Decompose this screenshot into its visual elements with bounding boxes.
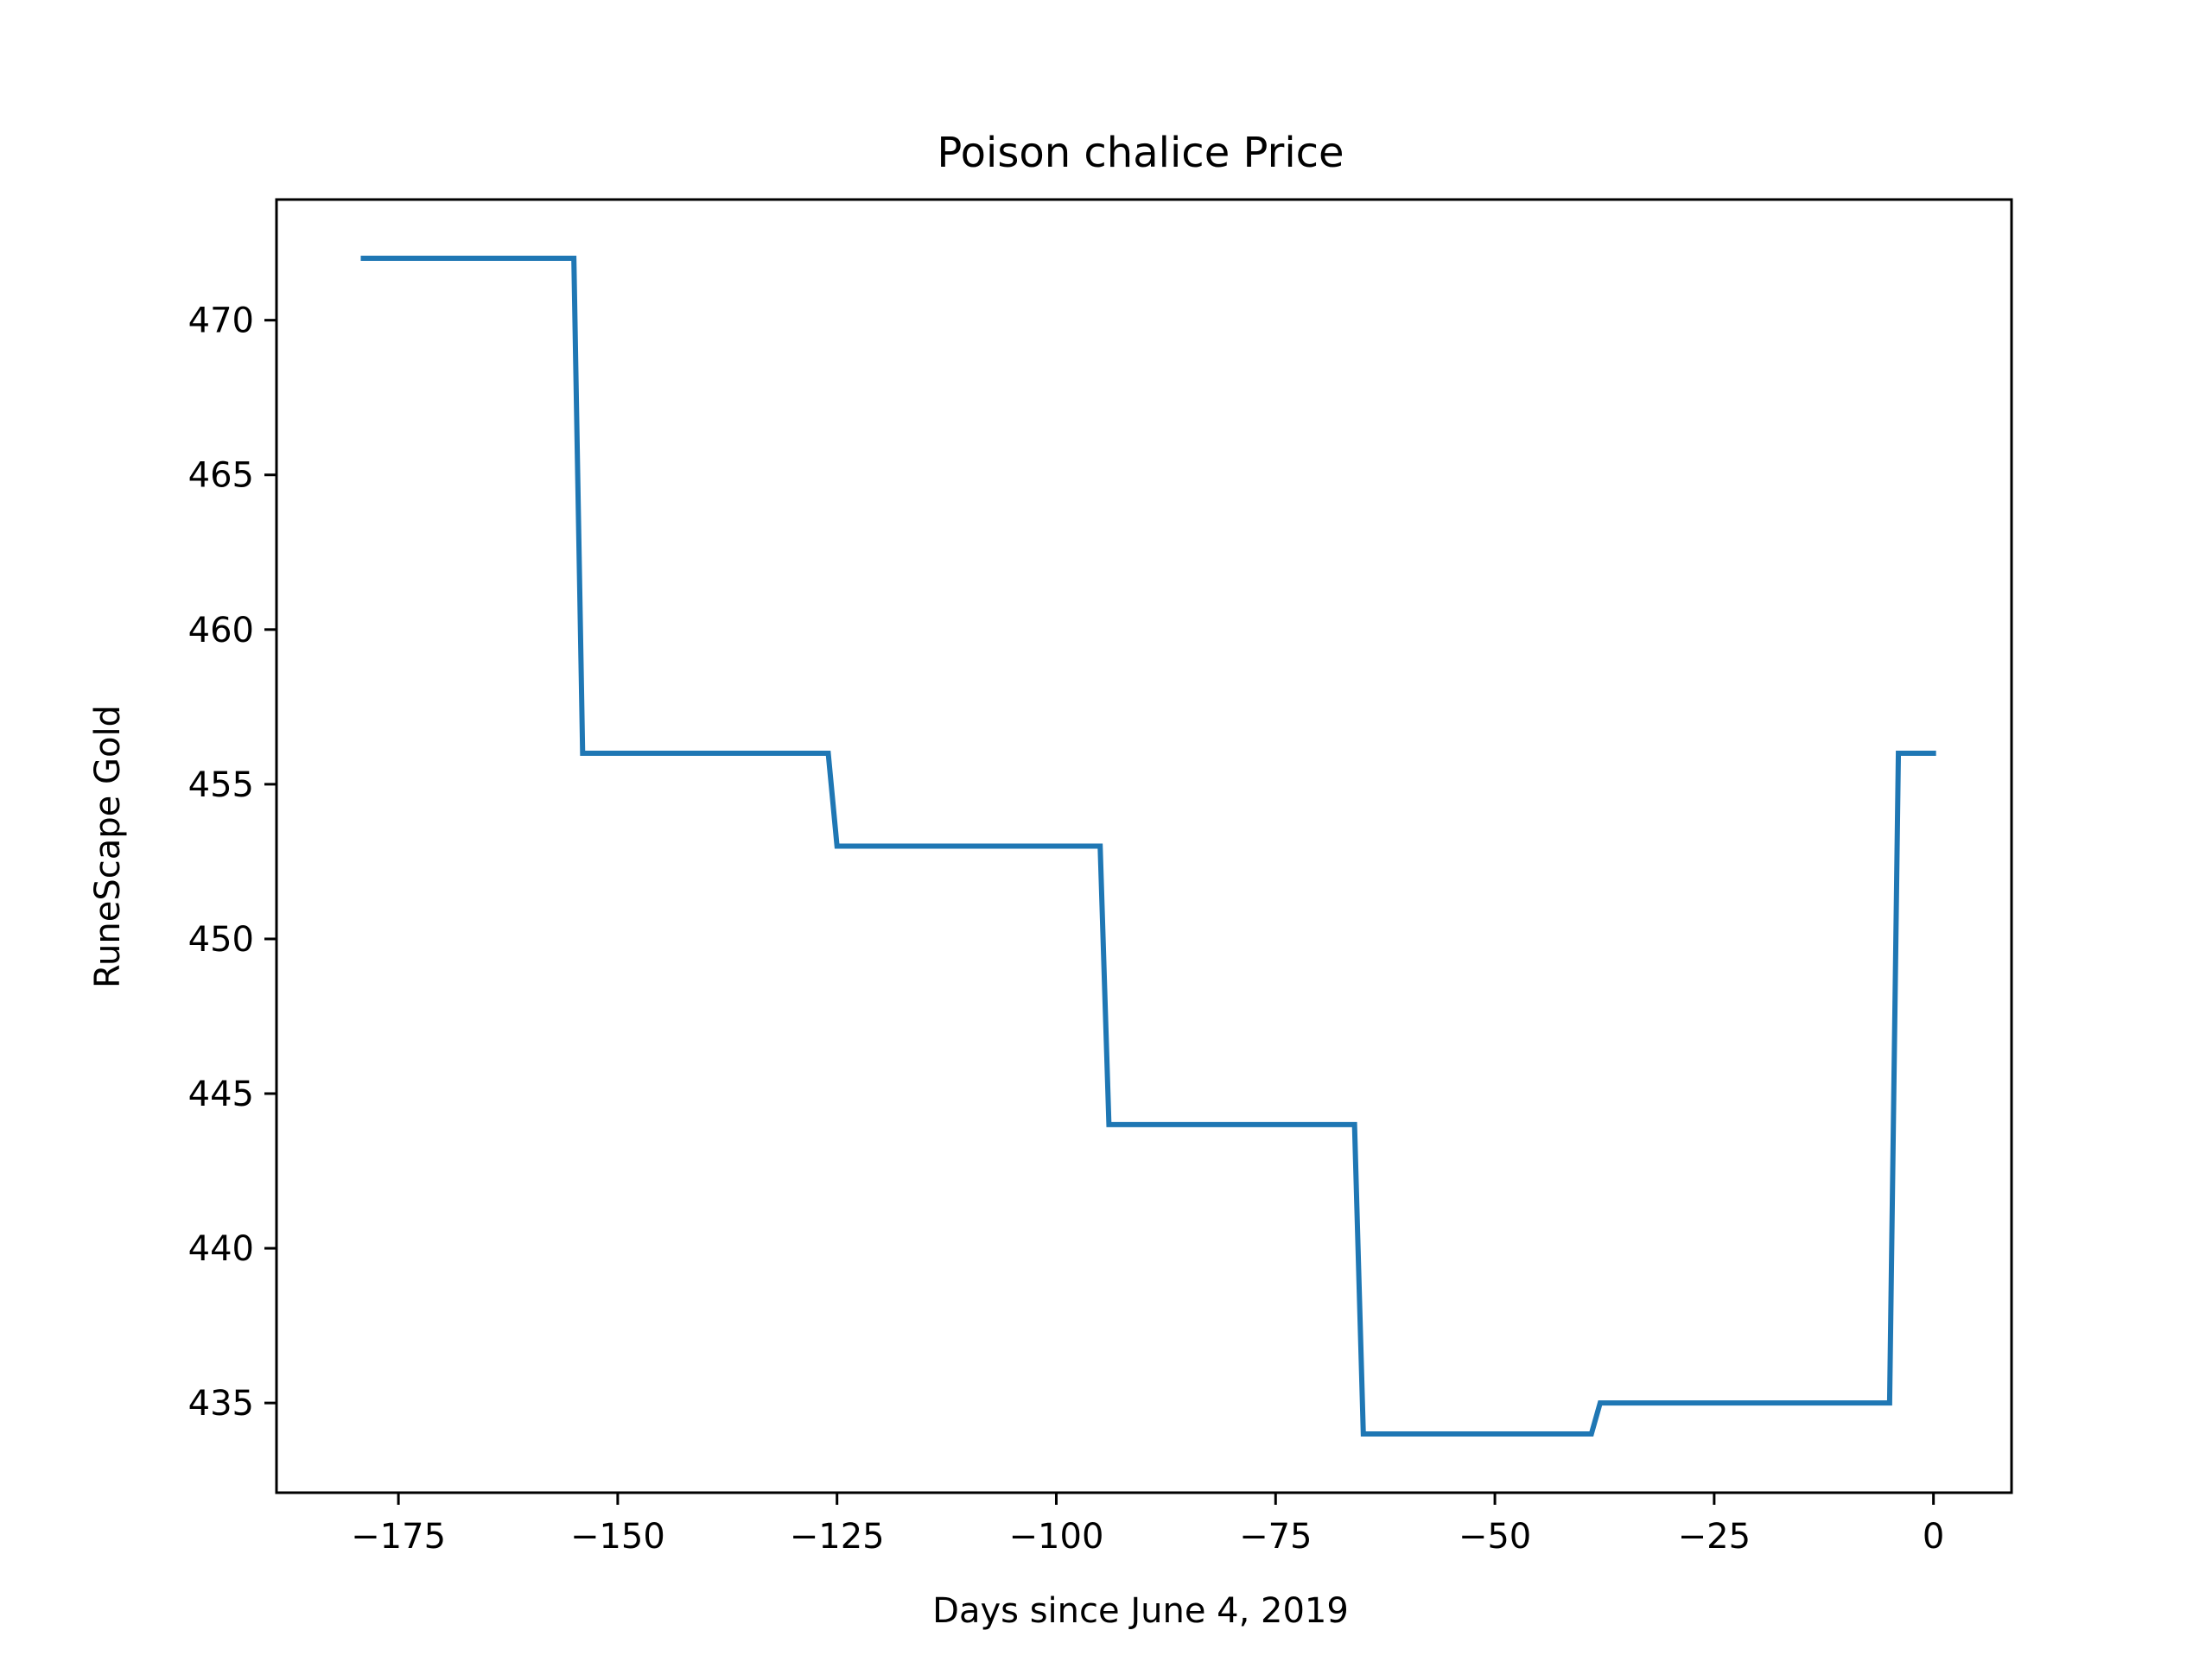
x-tick-label: −75 <box>1239 1517 1312 1557</box>
plot-area <box>275 198 2013 1494</box>
chart-title: Poison chalice Price <box>937 129 1344 177</box>
x-tick-label: −50 <box>1459 1517 1531 1557</box>
y-tick-label: 455 <box>188 765 254 805</box>
series-layer <box>360 256 1936 1437</box>
y-tick-label: 435 <box>188 1384 254 1424</box>
x-tick-label: −25 <box>1678 1517 1751 1557</box>
x-tick-label: 0 <box>1923 1517 1944 1557</box>
x-axis: −175 −150 −125 −100 −75 −50 −25 0 <box>351 1493 1944 1557</box>
x-axis-label: Days since June 4, 2019 <box>932 1591 1349 1631</box>
y-tick-label: 460 <box>188 611 254 650</box>
y-axis-label: RuneScape Gold <box>88 705 128 988</box>
series-line-0 <box>360 256 1936 1437</box>
x-tick-label: −100 <box>1009 1517 1104 1557</box>
y-tick-label: 440 <box>188 1229 254 1269</box>
x-tick-label: −150 <box>570 1517 665 1557</box>
y-axis: 435 440 445 450 455 460 465 470 <box>188 301 276 1424</box>
x-tick-label: −125 <box>790 1517 885 1557</box>
x-tick-label: −175 <box>351 1517 446 1557</box>
y-tick-label: 445 <box>188 1075 254 1114</box>
y-tick-label: 450 <box>188 920 254 960</box>
axes-frame <box>275 198 2013 1494</box>
y-tick-label: 470 <box>188 301 254 341</box>
y-tick-label: 465 <box>188 456 254 496</box>
